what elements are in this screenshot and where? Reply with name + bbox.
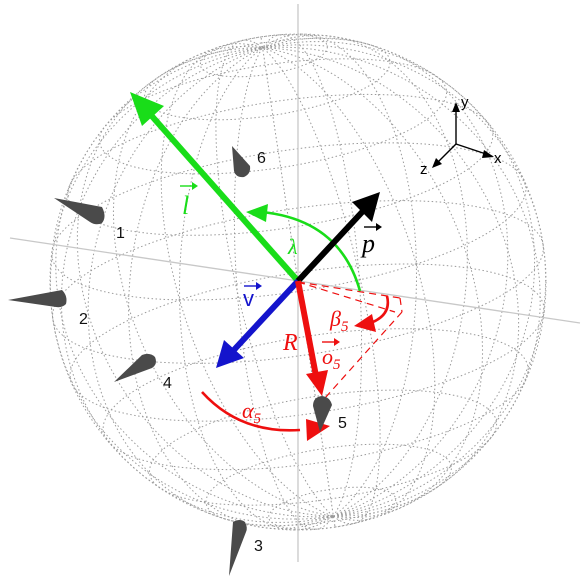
beta-label: β5 — [329, 306, 349, 335]
triad-y-label: y — [461, 94, 469, 111]
ray-label-arrowhead — [334, 338, 340, 346]
light-vector-shaft — [147, 112, 301, 283]
ray-vector-head — [306, 370, 328, 396]
lambda-arc-head — [246, 204, 268, 222]
view-vector — [216, 278, 301, 368]
angle-labels: λ α5 β5 — [242, 234, 349, 427]
light-label-group: l — [180, 182, 198, 220]
microphone-3-label: 3 — [254, 538, 263, 555]
sphere-longitude-line — [260, 36, 336, 528]
triad-y-arrowhead — [452, 102, 460, 112]
ray-label: o5 — [322, 344, 341, 373]
triad-x-arrowhead — [482, 150, 494, 158]
ray-label-subscript: 5 — [333, 357, 341, 373]
alpha-arc — [201, 391, 301, 432]
microphone-6-icon — [232, 146, 251, 178]
lambda-arc — [261, 210, 362, 292]
triad-z-label: z — [420, 161, 428, 178]
ray-label-letter: o — [322, 344, 333, 369]
sphere-longitude-line — [112, 45, 484, 519]
alpha-arc-head — [306, 419, 330, 441]
sphere-longitude-line — [128, 34, 468, 530]
radius-label: R — [282, 330, 298, 356]
light-label-arrowhead — [192, 182, 198, 190]
pointer-vector — [295, 192, 380, 284]
microphone-4-label: 4 — [163, 375, 172, 392]
sphere-grid — [49, 33, 547, 531]
microphone-2-label: 2 — [79, 311, 88, 328]
ray-vector — [295, 280, 328, 396]
pointer-vector-shaft — [295, 207, 367, 284]
view-label-group: v — [243, 282, 262, 311]
microphone-6-label: 6 — [257, 150, 266, 167]
microphone-5-icon — [313, 396, 332, 432]
triad-x-label: x — [494, 150, 502, 167]
axes-triad — [432, 102, 494, 168]
view-label-arrowhead — [256, 282, 262, 290]
beta-label-letter: β — [329, 306, 341, 331]
ray-label-group: o5 — [322, 338, 341, 373]
microphones — [8, 146, 332, 576]
sphere-longitude-line — [215, 39, 381, 525]
microphone-1-label: 1 — [116, 225, 125, 242]
ray-vector-shaft — [295, 280, 319, 377]
microphone-2-icon — [8, 290, 67, 308]
view-label: v — [243, 286, 254, 311]
view-vector-shaft — [229, 278, 301, 355]
view-vector-head — [216, 340, 244, 368]
axes-triad-labels: y x z — [420, 94, 502, 178]
triad-z-axis — [437, 143, 457, 163]
light-vector — [130, 92, 301, 283]
pointer-label-arrowhead — [376, 223, 382, 231]
sphere-latitude-line — [199, 34, 328, 78]
triad-x-axis — [455, 143, 487, 155]
sphere-longitude-line — [160, 43, 436, 521]
sphere-latitude-line — [268, 486, 397, 530]
microphone-labels: 1 2 3 4 5 6 — [79, 150, 347, 555]
beta-label-subscript: 5 — [341, 319, 349, 335]
projection-side — [399, 297, 403, 313]
projection-top — [297, 281, 401, 299]
microphone-5-label: 5 — [338, 415, 347, 432]
sphere-longitude-line — [87, 37, 509, 527]
alpha-label-letter: α — [242, 398, 254, 423]
microphone-1-icon — [54, 198, 105, 225]
microphone-4-icon — [114, 353, 156, 382]
pointer-vector-head — [352, 192, 380, 222]
triad-z-arrowhead — [432, 158, 442, 168]
vector-labels: l p v o5 R — [180, 182, 382, 373]
pointer-label: p — [360, 229, 375, 258]
alpha-label: α5 — [242, 398, 262, 427]
sphere-longitude-line — [178, 33, 418, 531]
light-label: l — [182, 191, 189, 220]
beta-arc-head — [354, 314, 376, 332]
ray-projection — [297, 281, 403, 399]
lambda-label: λ — [287, 234, 298, 259]
alpha-label-subscript: 5 — [254, 411, 262, 427]
pointer-label-group: p — [360, 223, 382, 258]
light-vector-head — [130, 92, 164, 126]
microphone-3-icon — [229, 520, 247, 576]
projection-hyp — [324, 311, 403, 399]
projection-inner — [297, 281, 396, 313]
sphere-latitude-line — [148, 389, 498, 506]
sphere-longitude-line — [49, 44, 547, 520]
